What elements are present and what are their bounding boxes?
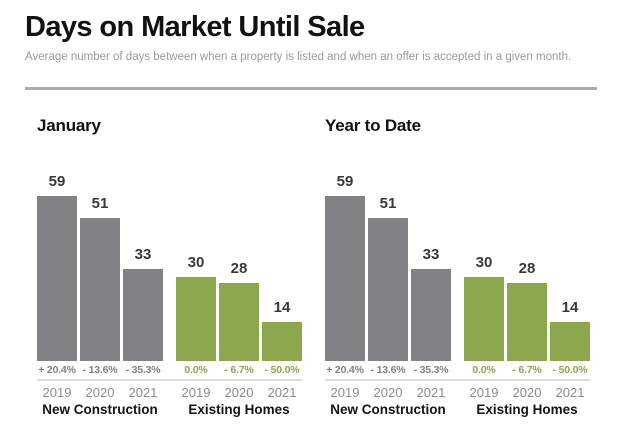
bar <box>123 268 163 361</box>
bar-column: 28 <box>507 254 547 361</box>
bar-column: 51 <box>80 173 120 361</box>
year-label: 2019 <box>181 384 211 400</box>
pct-change-row: + 20.4% - 13.6% - 35.3% 0.0% - 6.7% - 50.0% <box>37 364 302 376</box>
series-label: New Construction <box>42 401 158 417</box>
bar <box>262 321 302 361</box>
header-divider <box>25 86 597 90</box>
bar-value-label: 59 <box>336 172 354 190</box>
bar-value-label: 59 <box>48 172 66 190</box>
bar <box>325 195 365 361</box>
pct-change-label: 0.0% <box>184 363 208 376</box>
bar <box>176 276 216 361</box>
series-labels: New Construction Existing Homes <box>325 402 590 417</box>
series-label: New Construction <box>330 401 446 417</box>
pct-change-row: + 20.4% - 13.6% - 35.3% 0.0% - 6.7% - 50.0% <box>325 364 590 376</box>
bar-column: 59 <box>325 173 365 361</box>
year-label: 2020 <box>373 384 403 400</box>
pct-change-label: - 50.0% <box>264 363 300 376</box>
bar-column: 30 <box>464 254 504 361</box>
pct-change-label: - 13.6% <box>82 363 118 376</box>
bar-value-label: 33 <box>134 245 152 263</box>
pct-change-label: - 50.0% <box>552 363 588 376</box>
pct-group: 0.0% - 6.7% - 50.0% <box>464 364 590 376</box>
year-label: 2019 <box>330 384 360 400</box>
chart-panel-january: January 59 51 33 30 28 14 + 20.4% - 13.6% - 35.3%… <box>37 116 302 417</box>
axis-line <box>37 378 302 381</box>
pct-change-label: - 35.3% <box>413 363 449 376</box>
bar <box>464 276 504 361</box>
chart-title: January <box>37 115 101 135</box>
year-label: 2021 <box>128 384 158 400</box>
bars-row: 59 51 33 30 28 14 <box>37 169 302 361</box>
pct-group: + 20.4% - 13.6% - 35.3% <box>37 364 163 376</box>
year-group: 2019 2020 2021 <box>464 385 590 400</box>
year-label: 2021 <box>555 384 585 400</box>
bar-value-label: 51 <box>91 195 109 213</box>
report-header: Days on Market Until Sale Average number… <box>25 11 597 90</box>
pct-change-label: - 6.7% <box>512 363 542 376</box>
page-subtitle: Average number of days between when a pr… <box>25 50 572 63</box>
x-axis-labels: 2019 2020 2021 2019 2020 2021 <box>37 385 302 400</box>
bar-value-label: 51 <box>379 195 397 213</box>
bar <box>219 282 259 361</box>
bar <box>37 195 77 361</box>
year-label: 2020 <box>512 384 542 400</box>
bar <box>507 282 547 361</box>
axis-line <box>325 378 590 381</box>
chart-panel-year-to-date: Year to Date 59 51 33 30 28 14 + 20.4% - 13.6% - … <box>325 116 590 417</box>
year-label: 2020 <box>85 384 115 400</box>
bar-value-label: 14 <box>273 298 291 316</box>
bar <box>80 218 120 361</box>
series-labels: New Construction Existing Homes <box>37 402 302 417</box>
year-group: 2019 2020 2021 <box>325 385 451 400</box>
bar-column: 14 <box>262 254 302 361</box>
chart-title: Year to Date <box>325 115 421 135</box>
year-group: 2019 2020 2021 <box>176 385 302 400</box>
year-label: 2020 <box>224 384 254 400</box>
bar-column: 14 <box>550 254 590 361</box>
bar-value-label: 14 <box>561 298 579 316</box>
pct-change-label: + 20.4% <box>326 363 364 376</box>
bar <box>550 321 590 361</box>
bar-column: 30 <box>176 254 216 361</box>
bar <box>368 218 408 361</box>
series-label: Existing Homes <box>188 401 290 417</box>
bar-value-label: 28 <box>230 259 248 277</box>
bar-value-label: 30 <box>475 253 493 271</box>
bars-row: 59 51 33 30 28 14 <box>325 169 590 361</box>
year-label: 2019 <box>42 384 72 400</box>
series-label: Existing Homes <box>476 401 578 417</box>
bar-group: 30 28 14 <box>176 254 302 361</box>
year-label: 2021 <box>267 384 297 400</box>
charts-container: January 59 51 33 30 28 14 + 20.4% - 13.6% - 35.3%… <box>25 116 597 417</box>
page-title: Days on Market Until Sale <box>25 11 365 43</box>
pct-change-label: + 20.4% <box>38 363 76 376</box>
pct-change-label: 0.0% <box>472 363 496 376</box>
bar-group: 59 51 33 <box>37 173 163 361</box>
pct-group: + 20.4% - 13.6% - 35.3% <box>325 364 451 376</box>
year-label: 2019 <box>469 384 499 400</box>
bar-column: 33 <box>411 173 451 361</box>
bar-group: 59 51 33 <box>325 173 451 361</box>
year-label: 2021 <box>416 384 446 400</box>
pct-change-label: - 35.3% <box>125 363 161 376</box>
year-group: 2019 2020 2021 <box>37 385 163 400</box>
bar-value-label: 28 <box>518 259 536 277</box>
bar-column: 59 <box>37 173 77 361</box>
bar-column: 33 <box>123 173 163 361</box>
bar <box>411 268 451 361</box>
bar-group: 30 28 14 <box>464 254 590 361</box>
bar-column: 28 <box>219 254 259 361</box>
x-axis-labels: 2019 2020 2021 2019 2020 2021 <box>325 385 590 400</box>
bar-column: 51 <box>368 173 408 361</box>
pct-change-label: - 6.7% <box>224 363 254 376</box>
pct-group: 0.0% - 6.7% - 50.0% <box>176 364 302 376</box>
bar-value-label: 33 <box>422 245 440 263</box>
pct-change-label: - 13.6% <box>370 363 406 376</box>
bar-value-label: 30 <box>187 253 205 271</box>
